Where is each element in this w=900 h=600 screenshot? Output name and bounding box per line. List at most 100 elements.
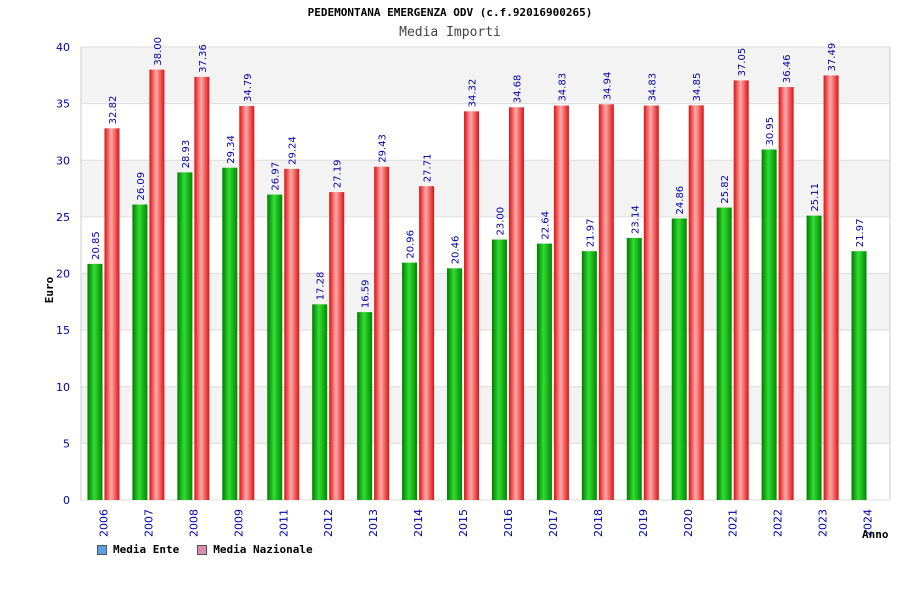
- bar-ente-2018: [581, 251, 597, 500]
- x-tick-label: 2011: [277, 509, 290, 537]
- value-label: 20.46: [451, 236, 462, 265]
- bar-ente-2013: [357, 312, 373, 500]
- value-label: 20.85: [91, 231, 102, 260]
- value-label: 24.86: [675, 186, 686, 215]
- legend-label-nazionale: Media Nazionale: [213, 543, 313, 556]
- legend-label-ente: Media Ente: [113, 543, 180, 556]
- bar-ente-2011: [267, 194, 283, 500]
- y-tick-label: 30: [56, 154, 70, 167]
- grid-bands: [81, 47, 890, 500]
- bar-nazionale-2012: [329, 192, 345, 501]
- value-label: 23.00: [495, 207, 506, 236]
- bar-nazionale-2018: [598, 104, 614, 500]
- x-tick-label: 2024: [862, 509, 875, 537]
- bar-ente-2021: [716, 207, 732, 500]
- y-tick-label: 25: [56, 211, 70, 224]
- x-tick-label: 2022: [772, 509, 785, 537]
- grid-band: [81, 330, 890, 387]
- legend: Media Ente Media Nazionale: [97, 543, 313, 556]
- value-label: 20.96: [406, 230, 417, 259]
- y-axis-ticks: 0 5 10 15 20 25 30 35 40: [56, 41, 70, 507]
- legend-swatch-ente: [97, 544, 107, 555]
- value-label: 22.64: [540, 211, 551, 240]
- value-labels: 20.85 32.82 26.09 38.00 28.93 37.36 29.34 34.79…: [91, 37, 866, 308]
- bar-nazionale-2019: [643, 105, 659, 501]
- grid-band: [81, 273, 890, 331]
- bar-ente-2015: [447, 268, 463, 500]
- bar-nazionale-2011: [284, 168, 300, 500]
- x-tick-label: 2008: [187, 509, 200, 537]
- bar-nazionale-2023: [823, 75, 839, 500]
- bar-nazionale-2007: [149, 69, 165, 501]
- bar-ente-2019: [626, 237, 642, 500]
- value-label: 29.34: [226, 135, 237, 164]
- value-label: 17.28: [316, 272, 327, 301]
- value-label: 34.32: [468, 79, 479, 108]
- bar-nazionale-2021: [733, 80, 749, 500]
- bar-ente-2016: [491, 239, 507, 500]
- grid-band: [81, 160, 890, 217]
- x-tick-label: 2017: [547, 509, 560, 537]
- value-label: 27.71: [423, 154, 434, 183]
- value-label: 34.83: [647, 73, 658, 102]
- bar-nazionale-2014: [419, 186, 435, 500]
- value-label: 30.95: [765, 117, 776, 146]
- x-tick-label: 2013: [367, 509, 380, 537]
- bar-ente-2024: [851, 251, 867, 500]
- bar-ente-2017: [536, 243, 552, 501]
- x-tick-label: 2016: [502, 509, 515, 537]
- grid-band: [81, 386, 890, 444]
- bar-nazionale-2016: [508, 107, 524, 501]
- x-tick-label: 2015: [457, 509, 470, 537]
- value-label: 25.82: [720, 175, 731, 204]
- value-label: 34.68: [512, 75, 523, 104]
- bar-nazionale-2008: [194, 76, 210, 500]
- value-label: 37.49: [827, 43, 838, 72]
- value-label: 34.83: [557, 73, 568, 102]
- grid-band: [81, 216, 890, 274]
- bars: [87, 69, 867, 501]
- value-label: 37.05: [737, 48, 748, 77]
- value-label: 27.19: [333, 159, 344, 188]
- x-tick-label: 2009: [232, 509, 245, 537]
- value-label: 16.59: [361, 279, 372, 308]
- y-tick-label: 10: [56, 381, 70, 394]
- y-tick-label: 40: [56, 41, 70, 54]
- value-label: 21.97: [855, 219, 866, 248]
- bar-ente-2014: [402, 262, 418, 500]
- bar-nazionale-2015: [464, 111, 480, 501]
- bar-ente-2022: [761, 149, 777, 500]
- x-tick-label: 2021: [727, 509, 740, 537]
- legend-swatch-nazionale: [197, 544, 208, 555]
- bar-ente-2007: [132, 204, 148, 500]
- chart-subtitle: Media Importi: [399, 25, 501, 40]
- x-axis-ticks: 2006 2007 2008 2009 2011 2012 2013 2014 2015 2016…: [97, 509, 874, 537]
- value-label: 26.97: [271, 162, 282, 191]
- bar-ente-2008: [177, 172, 193, 501]
- x-tick-label: 2020: [682, 509, 695, 537]
- value-label: 29.24: [288, 136, 299, 165]
- value-label: 29.43: [378, 134, 389, 163]
- value-label: 23.14: [630, 205, 641, 234]
- bar-ente-2009: [222, 167, 238, 501]
- bar-ente-2020: [671, 218, 687, 500]
- x-tick-label: 2006: [97, 509, 110, 537]
- bar-nazionale-2009: [239, 106, 255, 501]
- bar-nazionale-2017: [553, 105, 569, 501]
- gridlines: [80, 46, 891, 501]
- value-label: 34.85: [692, 73, 703, 102]
- value-label: 38.00: [153, 37, 164, 66]
- bar-ente-2006: [87, 263, 103, 500]
- value-label: 25.11: [810, 183, 821, 212]
- bar-ente-2023: [806, 215, 822, 500]
- x-tick-label: 2019: [637, 509, 650, 537]
- value-label: 26.09: [136, 172, 147, 201]
- value-label: 37.36: [198, 44, 209, 73]
- y-tick-label: 20: [56, 268, 70, 281]
- x-tick-label: 2014: [412, 509, 425, 537]
- y-tick-label: 0: [63, 494, 70, 507]
- value-label: 34.94: [602, 72, 613, 101]
- grid-band: [81, 103, 890, 161]
